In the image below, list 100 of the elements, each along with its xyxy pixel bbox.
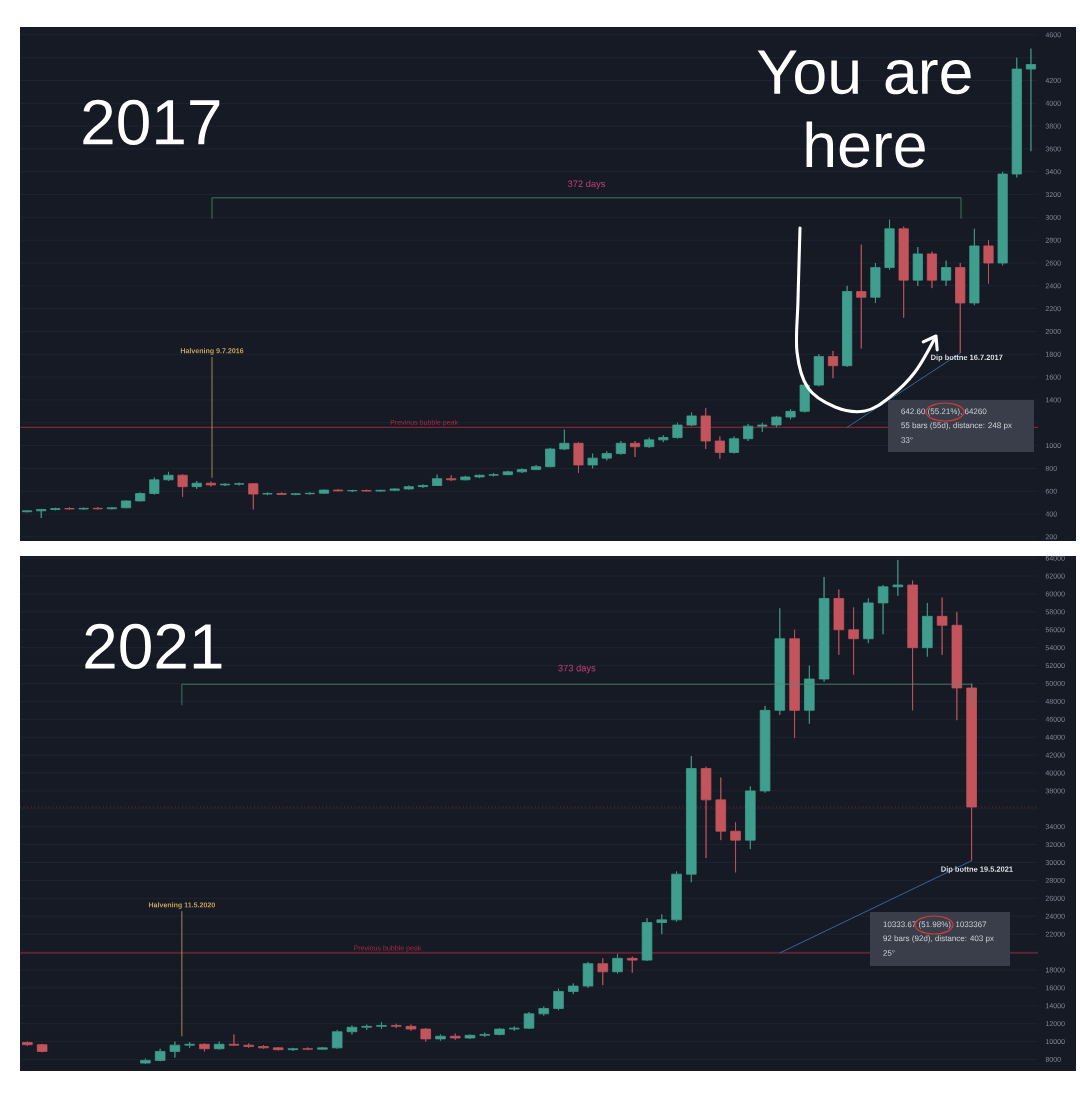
candlestick — [615, 440, 626, 456]
candlestick — [771, 415, 782, 428]
candlestick — [612, 953, 623, 974]
candlestick — [997, 171, 1008, 266]
candlestick — [833, 589, 845, 656]
text: 2021 — [85, 623, 222, 670]
candlestick — [347, 489, 358, 493]
annotation: 92 bars (92d), distance: 403 px — [883, 935, 994, 943]
candlestick — [205, 481, 216, 488]
candlestick — [262, 491, 273, 496]
candlestick — [494, 1027, 505, 1036]
candlestick — [671, 871, 682, 923]
candlestick — [258, 1044, 269, 1050]
candlestick — [658, 434, 669, 443]
candlestick — [827, 350, 839, 379]
candlestick — [700, 407, 711, 450]
candlestick — [1011, 57, 1022, 178]
candlestick — [375, 489, 386, 493]
candlestick — [272, 1046, 284, 1051]
candlestick — [686, 755, 697, 883]
candlestick — [941, 260, 952, 287]
candlestick — [502, 470, 513, 476]
candlestick — [1025, 48, 1036, 152]
candlestick — [446, 474, 457, 482]
candlestick — [538, 1006, 550, 1017]
candlestick — [785, 408, 796, 420]
candlestick — [700, 766, 712, 859]
candlestick — [234, 482, 245, 486]
candlestick — [573, 441, 584, 474]
candlestick — [243, 1042, 254, 1049]
candlestick — [907, 580, 918, 711]
candlestick — [184, 1041, 195, 1049]
candlestick — [912, 246, 923, 287]
candlestick — [813, 353, 824, 387]
candlestick — [420, 1027, 431, 1042]
candlestick — [479, 1032, 491, 1038]
candlestick — [757, 422, 768, 433]
candlestick — [531, 464, 542, 471]
candlestick — [936, 597, 948, 656]
candlestick — [856, 244, 867, 349]
annotation: 55 bars (55d), distance: 248 px — [901, 422, 1012, 430]
candlestick — [789, 629, 800, 739]
candlestick — [163, 471, 174, 482]
candlestick — [587, 453, 598, 469]
candlestick — [804, 665, 815, 725]
candlestick — [553, 988, 564, 1011]
candlestick — [656, 914, 668, 935]
candlestick — [870, 262, 881, 304]
candlestick — [302, 1047, 313, 1051]
candlestick — [149, 477, 160, 496]
candlestick — [120, 499, 132, 509]
candlestick — [287, 1047, 299, 1052]
candlestick — [582, 961, 594, 989]
candlestick — [405, 1024, 417, 1032]
candlestick — [22, 509, 33, 513]
candlestick — [290, 492, 301, 496]
candlestick — [191, 480, 202, 490]
candlestick — [474, 474, 485, 479]
candlestick — [848, 606, 859, 675]
candlestick — [728, 436, 740, 454]
candlestick — [983, 239, 994, 284]
candlestick — [449, 1033, 461, 1041]
candlestick — [276, 491, 287, 496]
candlestick — [898, 226, 909, 319]
candlestick — [460, 475, 471, 481]
candlestick — [36, 1043, 48, 1053]
candlestick — [559, 429, 570, 451]
candlestick — [686, 412, 697, 427]
candlestick — [346, 1025, 358, 1035]
candlestick — [818, 576, 830, 683]
candlestick — [169, 1041, 181, 1059]
candlestick — [318, 489, 330, 495]
text: 2017 — [83, 99, 220, 145]
candlestick — [140, 1058, 151, 1065]
annotation: 373 days — [558, 664, 596, 674]
candlestick — [644, 437, 655, 449]
candlestick — [403, 485, 414, 490]
candlestick — [715, 777, 727, 841]
candlestick — [926, 251, 938, 289]
candlestick — [361, 1024, 372, 1031]
candlestick — [969, 228, 980, 306]
candlestick — [629, 440, 641, 458]
candlestick — [508, 1025, 520, 1032]
candlestick — [78, 507, 89, 511]
annotation: 33° — [901, 437, 913, 443]
candlestick — [714, 436, 725, 460]
annotation: You are here — [757, 50, 971, 168]
candlestick — [877, 584, 889, 635]
candlestick — [248, 482, 259, 510]
candlestick — [213, 1041, 225, 1051]
candlestick — [488, 472, 499, 477]
candlestick — [842, 285, 853, 368]
candlestick — [376, 1021, 387, 1030]
candlestick — [435, 1034, 446, 1042]
candlestick — [955, 262, 966, 354]
candlestick — [22, 1041, 33, 1047]
candlestick — [601, 450, 612, 461]
candlestick — [464, 1034, 476, 1040]
candlestick — [361, 489, 372, 492]
candlestick — [745, 786, 756, 850]
